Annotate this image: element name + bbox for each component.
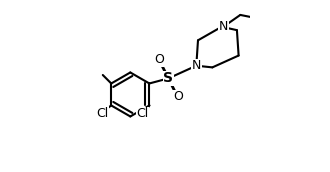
Text: Cl: Cl <box>96 107 108 120</box>
Text: S: S <box>163 71 173 85</box>
Text: O: O <box>154 53 164 66</box>
Text: N: N <box>192 59 201 72</box>
Text: O: O <box>173 90 182 104</box>
Text: N: N <box>219 20 228 33</box>
Text: Cl: Cl <box>137 108 149 120</box>
